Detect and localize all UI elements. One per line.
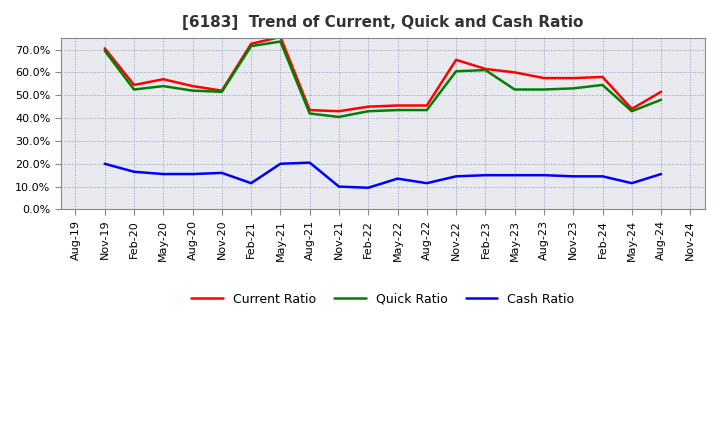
- Current Ratio: [188, 84, 197, 89]
- Quick Ratio: [247, 44, 256, 49]
- Line: Quick Ratio: Quick Ratio: [104, 41, 661, 117]
- Quick Ratio: [364, 109, 372, 114]
- Cash Ratio: [627, 180, 636, 186]
- Current Ratio: [130, 82, 138, 88]
- Cash Ratio: [364, 185, 372, 191]
- Cash Ratio: [217, 170, 226, 176]
- Cash Ratio: [481, 172, 490, 178]
- Cash Ratio: [130, 169, 138, 174]
- Quick Ratio: [305, 111, 314, 116]
- Cash Ratio: [276, 161, 284, 166]
- Quick Ratio: [657, 97, 665, 103]
- Quick Ratio: [188, 88, 197, 93]
- Legend: Current Ratio, Quick Ratio, Cash Ratio: Current Ratio, Quick Ratio, Cash Ratio: [186, 288, 580, 311]
- Cash Ratio: [539, 172, 548, 178]
- Quick Ratio: [276, 39, 284, 44]
- Cash Ratio: [159, 172, 168, 177]
- Current Ratio: [627, 106, 636, 112]
- Cash Ratio: [423, 180, 431, 186]
- Current Ratio: [335, 109, 343, 114]
- Current Ratio: [159, 77, 168, 82]
- Current Ratio: [305, 107, 314, 113]
- Quick Ratio: [539, 87, 548, 92]
- Quick Ratio: [510, 87, 519, 92]
- Cash Ratio: [247, 180, 256, 186]
- Line: Current Ratio: Current Ratio: [104, 37, 661, 111]
- Current Ratio: [423, 103, 431, 108]
- Cash Ratio: [598, 174, 607, 179]
- Title: [6183]  Trend of Current, Quick and Cash Ratio: [6183] Trend of Current, Quick and Cash …: [182, 15, 584, 30]
- Quick Ratio: [627, 109, 636, 114]
- Quick Ratio: [217, 89, 226, 95]
- Current Ratio: [481, 66, 490, 72]
- Quick Ratio: [393, 107, 402, 113]
- Current Ratio: [364, 104, 372, 109]
- Quick Ratio: [159, 84, 168, 89]
- Cash Ratio: [657, 172, 665, 177]
- Current Ratio: [100, 46, 109, 51]
- Current Ratio: [510, 70, 519, 75]
- Quick Ratio: [598, 82, 607, 88]
- Quick Ratio: [335, 114, 343, 120]
- Line: Cash Ratio: Cash Ratio: [104, 163, 661, 188]
- Current Ratio: [247, 41, 256, 47]
- Current Ratio: [451, 57, 460, 62]
- Cash Ratio: [569, 174, 577, 179]
- Quick Ratio: [423, 107, 431, 113]
- Quick Ratio: [100, 48, 109, 53]
- Cash Ratio: [188, 172, 197, 177]
- Quick Ratio: [569, 86, 577, 91]
- Current Ratio: [569, 75, 577, 81]
- Current Ratio: [276, 34, 284, 40]
- Quick Ratio: [481, 67, 490, 73]
- Current Ratio: [598, 74, 607, 80]
- Cash Ratio: [393, 176, 402, 181]
- Current Ratio: [217, 88, 226, 93]
- Quick Ratio: [451, 69, 460, 74]
- Cash Ratio: [510, 172, 519, 178]
- Cash Ratio: [305, 160, 314, 165]
- Current Ratio: [539, 75, 548, 81]
- Cash Ratio: [100, 161, 109, 166]
- Cash Ratio: [451, 174, 460, 179]
- Current Ratio: [657, 89, 665, 95]
- Current Ratio: [393, 103, 402, 108]
- Quick Ratio: [130, 87, 138, 92]
- Cash Ratio: [335, 184, 343, 189]
